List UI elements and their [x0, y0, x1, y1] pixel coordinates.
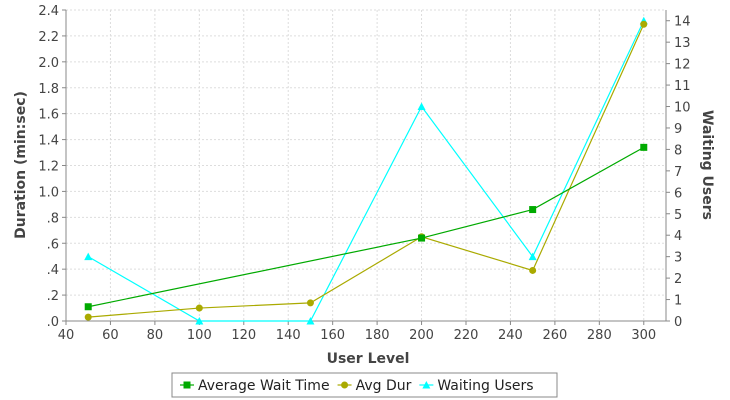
x-tick-label: 100	[187, 328, 212, 343]
data-point	[417, 102, 426, 111]
y2-tick-label: 12	[674, 58, 691, 73]
y-tick-label: .2	[47, 289, 59, 304]
data-point	[640, 20, 648, 28]
y2-tick-label: 1	[674, 294, 682, 309]
y2-tick-label: 0	[674, 315, 682, 330]
y-tick-label: 2.2	[38, 30, 59, 45]
x-tick-label: 40	[58, 328, 75, 343]
x-tick-label: 60	[102, 328, 119, 343]
y2-tick-label: 13	[674, 36, 691, 51]
legend-item: Waiting Users	[419, 378, 534, 394]
y-axis-title: Duration (min:sec)	[13, 91, 29, 239]
y-tick-label: 1.8	[38, 82, 59, 97]
y2-tick-label: 9	[674, 122, 682, 137]
y-tick-label: 1.0	[38, 185, 59, 200]
series-line	[88, 146, 645, 308]
y2-tick-label: 11	[674, 79, 691, 94]
y-tick-label: 1.4	[38, 134, 59, 149]
x-tick-label: 180	[365, 328, 390, 343]
y-tick-label: 2.4	[38, 4, 59, 19]
y-tick-label: 1.2	[38, 160, 59, 175]
data-point	[306, 317, 315, 325]
x-axis-title: User Level	[327, 351, 410, 367]
data-point	[528, 252, 537, 261]
legend-box	[171, 372, 558, 398]
x-tick-label: 140	[276, 328, 301, 343]
data-point	[84, 252, 93, 261]
y-tick-label: .0	[47, 315, 59, 330]
series-layer	[84, 16, 648, 325]
data-point	[84, 313, 92, 321]
y2-tick-label: 7	[674, 165, 682, 180]
legend-marker	[422, 381, 431, 389]
data-point	[418, 234, 426, 242]
y2-tick-label: 3	[674, 251, 682, 266]
data-point	[195, 304, 203, 312]
series-waiting-users	[84, 16, 648, 325]
x-tick-label: 240	[498, 328, 523, 343]
legend-label: Average Wait Time	[198, 378, 330, 394]
data-point	[640, 143, 648, 151]
y-tick-label: .6	[47, 237, 59, 252]
legend-label: Avg Dur	[356, 378, 412, 394]
y2-tick-label: 14	[674, 15, 691, 30]
y-tick-label: 1.6	[38, 108, 59, 123]
x-tick-label: 200	[409, 328, 434, 343]
y-tick-label: .8	[47, 211, 59, 226]
legend-item: Average Wait Time	[180, 378, 330, 394]
y2-axis-title: Waiting Users	[699, 110, 715, 220]
legend-item: Avg Dur	[337, 378, 412, 394]
data-point	[529, 266, 537, 274]
legend-marker	[341, 381, 349, 389]
series-average-wait-time	[84, 143, 648, 311]
x-tick-label: 80	[147, 328, 164, 343]
legend-label: Waiting Users	[437, 378, 533, 394]
y-tick-label: 2.0	[38, 56, 59, 71]
y2-tick-label: 5	[674, 208, 682, 223]
y2-tick-label: 10	[674, 101, 691, 116]
data-point	[306, 299, 314, 307]
x-tick-label: 260	[542, 328, 567, 343]
y2-tick-label: 6	[674, 186, 682, 201]
x-tick-label: 120	[231, 328, 256, 343]
legend-marker	[183, 381, 191, 389]
x-tick-label: 300	[631, 328, 656, 343]
series-line	[88, 24, 645, 318]
x-tick-label: 220	[454, 328, 479, 343]
x-tick-label: 160	[320, 328, 345, 343]
y2-tick-label: 4	[674, 229, 682, 244]
data-point	[195, 317, 204, 325]
x-tick-label: 280	[587, 328, 612, 343]
y-tick-label: .4	[47, 263, 59, 278]
data-point	[529, 206, 537, 214]
series-line	[87, 20, 645, 322]
legend: Average Wait Time Avg Dur Waiting Users	[171, 372, 558, 398]
y2-tick-label: 8	[674, 143, 682, 158]
data-point	[84, 303, 92, 311]
axes: 40 60 80 100 120 140 160 180 200 220 240 260 280 300.…	[38, 4, 690, 343]
y2-tick-label: 2	[674, 272, 682, 287]
